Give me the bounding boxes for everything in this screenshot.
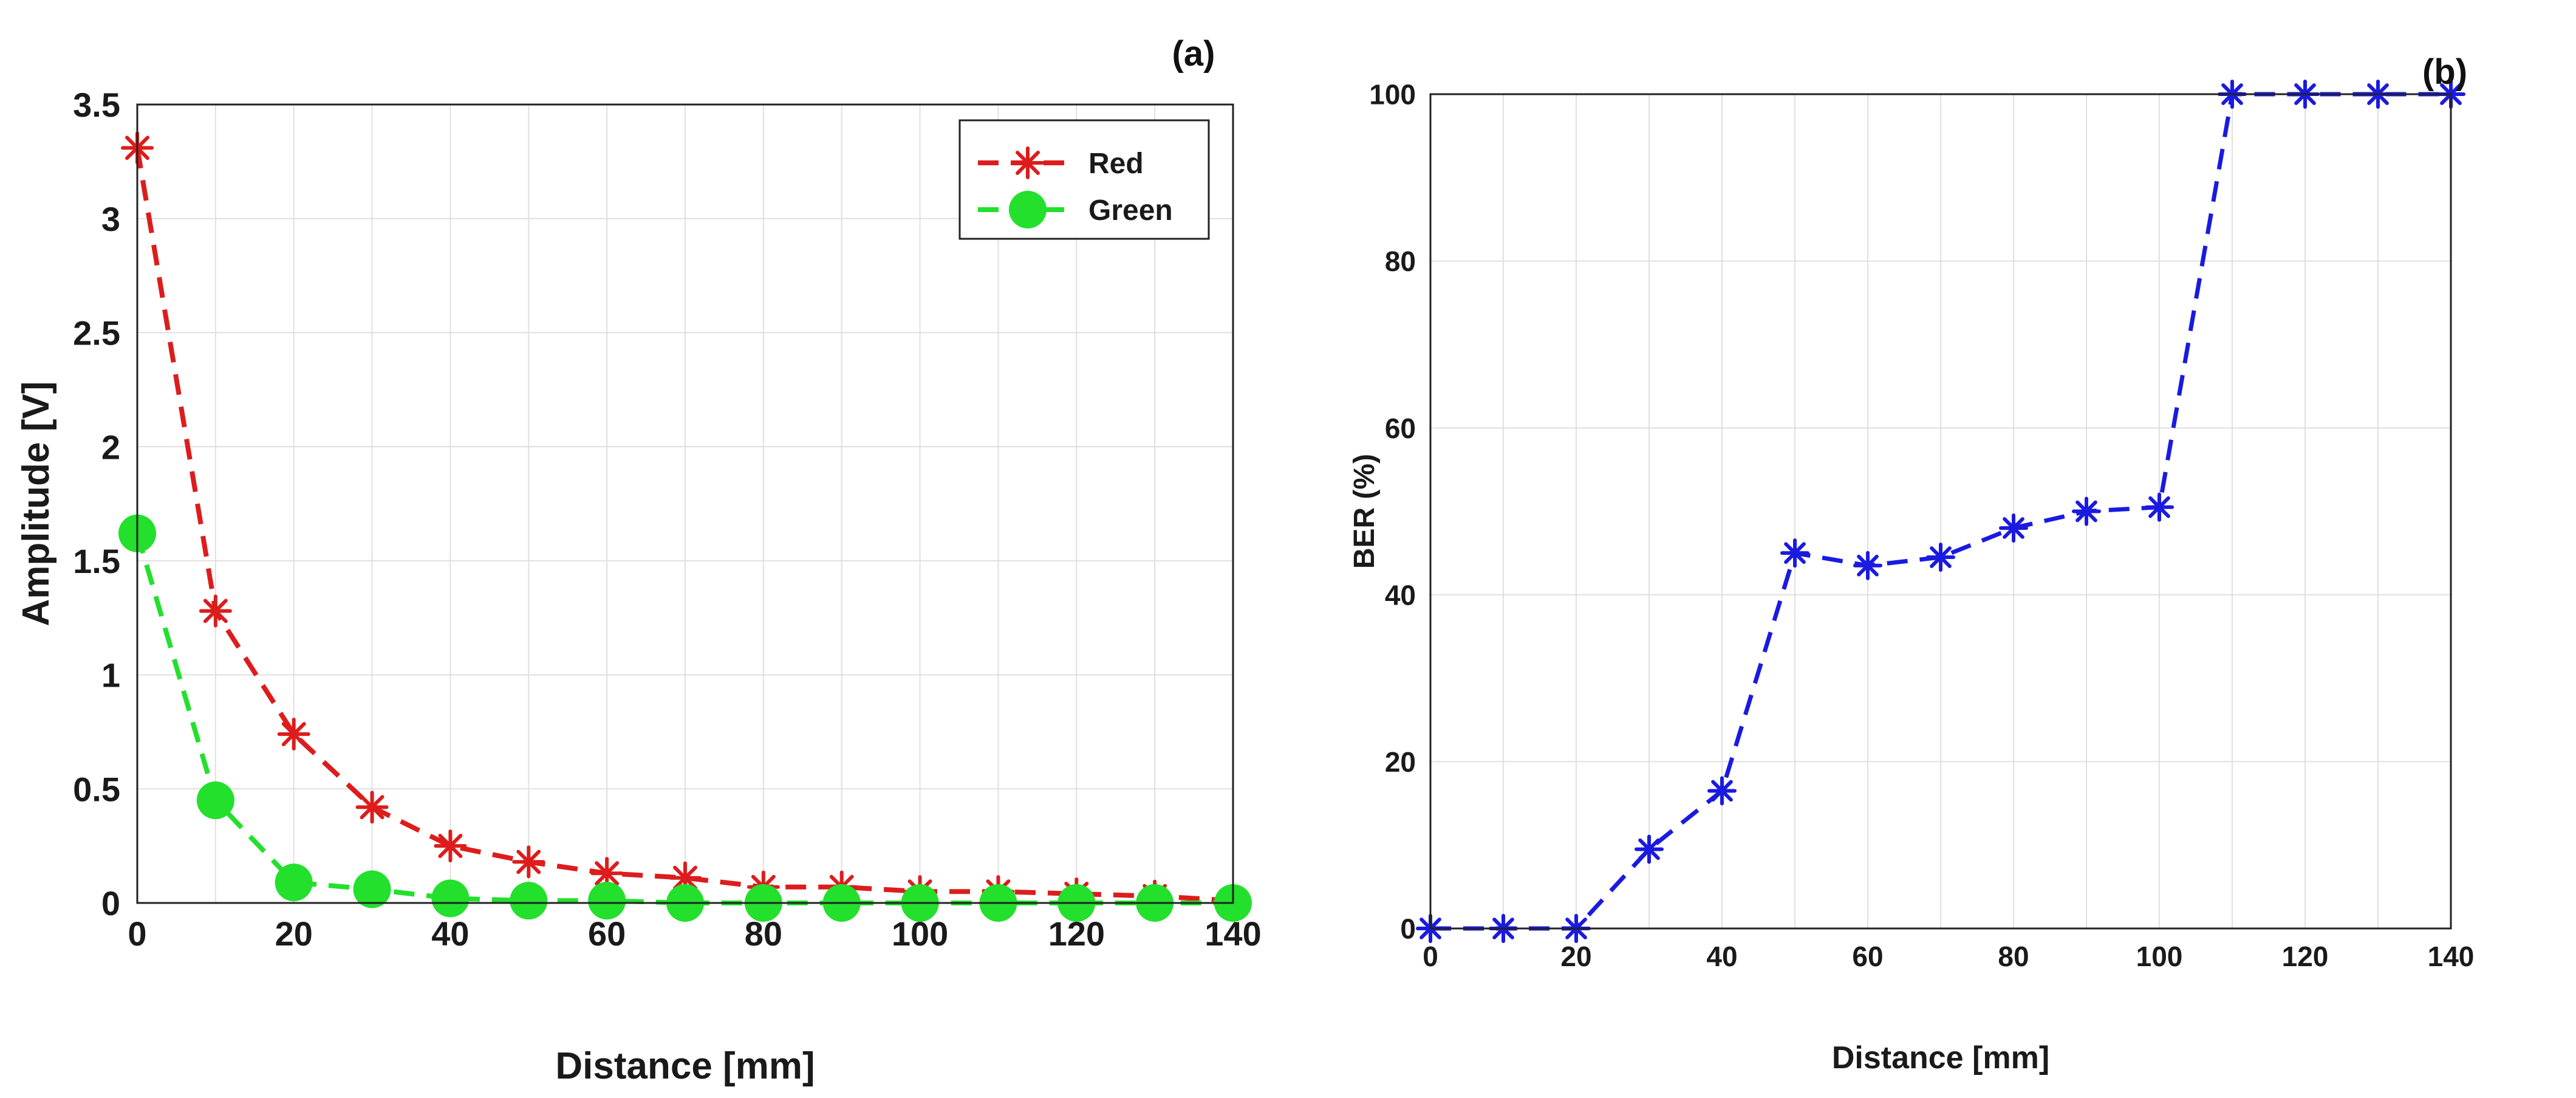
legend-entry-label: Green xyxy=(1088,194,1173,227)
b-x-tick-label: 140 xyxy=(2428,941,2475,972)
panel-a: 0 20 40 60 80 100 120 140 0 0.5 1 1.5 2 2.5 3 3.5 Dista… xyxy=(15,34,1262,1087)
b-x-tick-label: 0 xyxy=(1423,941,1438,972)
a-y-tick-label: 0 xyxy=(101,884,120,922)
b-data-point xyxy=(2072,496,2101,526)
a-y-tick-label: 2 xyxy=(101,428,120,466)
a-data-point xyxy=(196,781,234,820)
b-x-tick-label: 60 xyxy=(1852,941,1883,972)
b-data-point xyxy=(1707,776,1737,806)
a-y-tick-label: 2.5 xyxy=(73,314,120,352)
panel-b-label: (b) xyxy=(2422,52,2467,92)
panel-b: 0 20 40 60 80 100 120 140 0 20 40 60 80 100 Distance … xyxy=(1348,52,2474,1076)
panel-a-tick-labels: 0 20 40 60 80 100 120 140 0 0.5 1 1.5 2 2.5 3 3.5 xyxy=(73,86,1262,953)
b-data-point xyxy=(2145,492,2174,522)
a-x-tick-label: 100 xyxy=(892,914,948,953)
a-data-point xyxy=(590,857,624,890)
panel-a-axes-frame xyxy=(136,103,1234,904)
b-x-tick-label: 120 xyxy=(2282,941,2329,972)
a-y-tick-label: 0.5 xyxy=(73,770,120,808)
b-y-tick-label: 100 xyxy=(1369,79,1416,111)
a-x-tick-label: 0 xyxy=(128,914,146,953)
a-y-tick-label: 1 xyxy=(101,656,120,695)
a-x-tick-label: 140 xyxy=(1204,914,1261,953)
a-series-line-0 xyxy=(135,147,1234,904)
a-data-point xyxy=(277,718,310,751)
a-x-tick-label: 20 xyxy=(275,914,313,953)
a-y-tick-label: 3.5 xyxy=(73,86,120,124)
a-data-point xyxy=(669,861,702,894)
a-x-tick-label: 80 xyxy=(745,914,782,953)
b-y-tick-label: 80 xyxy=(1385,245,1416,277)
panel-b-series xyxy=(1416,80,2465,943)
panel-b-x-axis-label: Distance [mm] xyxy=(1832,1040,2049,1076)
a-data-point xyxy=(510,882,548,920)
b-data-point xyxy=(1635,834,1664,864)
b-x-tick-label: 80 xyxy=(1998,941,2029,972)
a-data-point xyxy=(199,594,232,628)
b-series-line-0 xyxy=(1430,92,2451,931)
a-y-tick-label: 1.5 xyxy=(73,542,120,580)
legend-swatch-marker xyxy=(1009,191,1047,228)
panel-b-tick-labels: 0 20 40 60 80 100 120 140 0 20 40 60 80 100 xyxy=(1369,79,2474,972)
b-y-tick-label: 20 xyxy=(1385,746,1416,778)
panel-b-y-axis-label: BER (%) xyxy=(1348,454,1381,569)
legend-entry-label: Red xyxy=(1088,148,1144,180)
a-x-tick-label: 60 xyxy=(588,914,626,953)
b-y-tick-label: 60 xyxy=(1385,413,1416,444)
legend-swatch-marker xyxy=(1011,146,1044,179)
b-data-point xyxy=(1780,538,1809,568)
a-data-point xyxy=(434,829,467,863)
a-x-tick-label: 120 xyxy=(1048,914,1105,953)
panel-b-axes-frame xyxy=(1429,93,2452,930)
a-data-point xyxy=(588,882,626,920)
a-data-point xyxy=(275,863,313,902)
b-data-point xyxy=(1853,551,1882,580)
b-x-tick-label: 40 xyxy=(1706,941,1737,972)
panel-a-y-axis-label: Amplitude [V] xyxy=(15,382,57,626)
b-y-tick-label: 40 xyxy=(1385,579,1416,611)
a-data-point xyxy=(512,845,545,879)
b-x-tick-label: 100 xyxy=(2136,941,2183,972)
b-y-tick-label: 0 xyxy=(1400,913,1416,945)
a-data-point xyxy=(355,791,389,824)
a-data-point xyxy=(353,870,391,908)
a-data-point xyxy=(431,879,470,918)
legend-box xyxy=(958,119,1210,240)
panel-a-x-axis-label: Distance [mm] xyxy=(555,1045,815,1087)
a-y-tick-label: 3 xyxy=(101,200,120,238)
b-x-tick-label: 20 xyxy=(1560,941,1591,972)
panel-b-grid xyxy=(1430,94,2451,928)
a-x-tick-label: 40 xyxy=(431,914,469,953)
panel-a-legend: Red Green xyxy=(958,119,1210,240)
b-data-point xyxy=(1926,543,1955,572)
b-data-point xyxy=(1999,513,2028,543)
panel-a-label: (a) xyxy=(1172,34,1215,74)
